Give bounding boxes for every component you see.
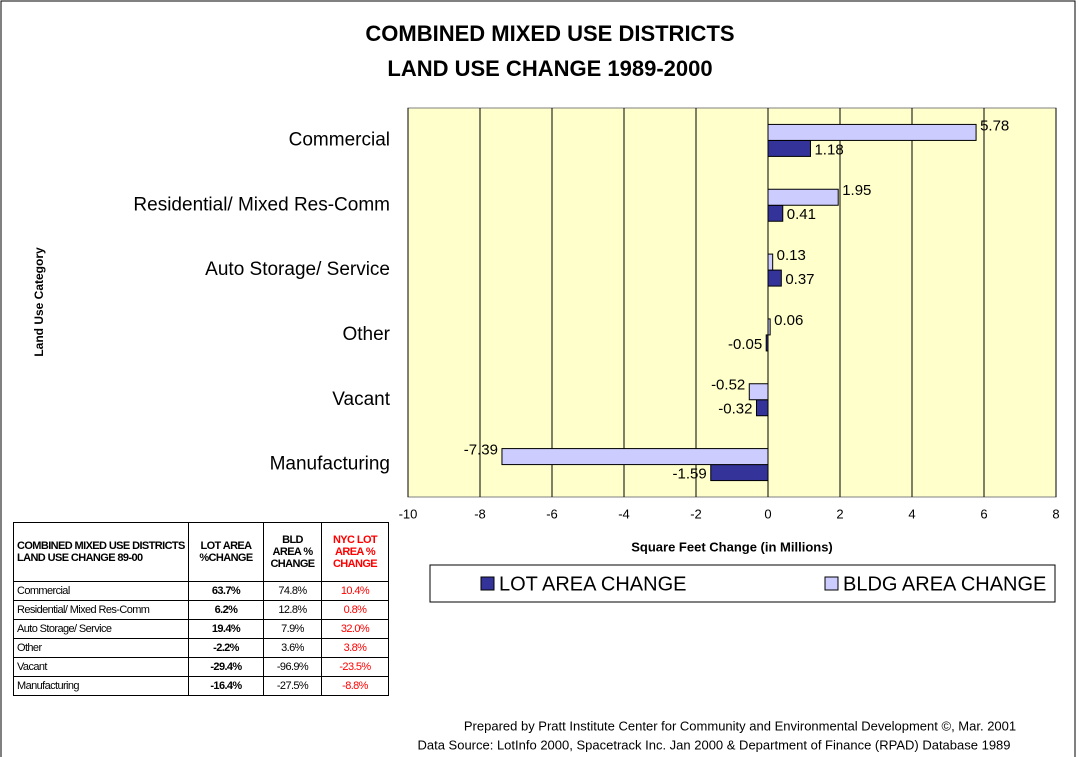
table-cell: 6.2% (188, 600, 264, 620)
table-row: COMBINED MIXED USE DISTRICTS LAND USE CH… (13, 522, 389, 582)
table-cell: 32.0% (321, 619, 389, 639)
chart-title: COMBINED MIXED USE DISTRICTS (365, 21, 734, 46)
data-label: 5.78 (980, 117, 1009, 134)
data-label: -0.52 (711, 377, 745, 394)
table-cell: 63.7% (188, 581, 264, 601)
data-label: 0.37 (785, 271, 814, 288)
bar (710, 464, 769, 482)
footer: Prepared by Pratt Institute Center for C… (464, 718, 1016, 733)
bar (767, 318, 771, 336)
legend-swatch (480, 576, 495, 591)
table-cell: Commercial (13, 581, 189, 601)
bar (767, 269, 782, 287)
data-label: 1.95 (842, 182, 871, 199)
x-tick-label: -4 (618, 506, 630, 521)
table-row: Manufacturing -16.4% -27.5% -8.8% (13, 676, 389, 696)
table-row: Auto Storage/ Service 19.4% 7.9% 32.0% (13, 619, 389, 639)
bar (767, 253, 774, 271)
chart-title: LAND USE CHANGE 1989-2000 (387, 56, 712, 81)
x-tick-label: 0 (764, 506, 771, 521)
table-cell: -2.2% (188, 638, 264, 658)
data-label: -0.05 (728, 336, 762, 353)
bar (501, 448, 769, 466)
y-tick-label: Residential/ Mixed Res-Comm (133, 194, 390, 215)
data-label: 0.06 (774, 312, 803, 329)
table-cell: -96.9% (263, 657, 322, 677)
table-cell: 74.8% (263, 581, 322, 601)
table-row: Commercial 63.7% 74.8% 10.4% (13, 581, 389, 601)
x-tick-label: 6 (980, 506, 987, 521)
x-tick-label: 8 (1052, 506, 1059, 521)
table-cell: BLD AREA % CHANGE (263, 522, 322, 582)
table-cell: 12.8% (263, 600, 322, 620)
bar (767, 204, 784, 222)
x-tick-label: 2 (836, 506, 843, 521)
x-tick-label: -2 (690, 506, 702, 521)
table-cell: 3.6% (263, 638, 322, 658)
data-label: -1.59 (673, 466, 707, 483)
data-label: 1.18 (814, 141, 843, 158)
table-row: Vacant -29.4% -96.9% -23.5% (13, 657, 389, 677)
legend-label: BLDG AREA CHANGE (843, 573, 1046, 595)
table-cell: 7.9% (263, 619, 322, 639)
table-cell: 0.8% (321, 600, 389, 620)
table-cell: Residential/ Mixed Res-Comm (13, 600, 189, 620)
bar (767, 139, 811, 157)
x-axis-label: Square Feet Change (in Millions) (631, 539, 833, 554)
y-tick-label: Manufacturing (270, 454, 390, 475)
table-cell: 10.4% (321, 581, 389, 601)
y-tick-label: Auto Storage/ Service (205, 259, 390, 280)
table-cell: -27.5% (263, 676, 322, 696)
table-cell: Auto Storage/ Service (13, 619, 189, 639)
table-cell: 19.4% (188, 619, 264, 639)
legend-swatch (824, 576, 839, 591)
y-tick-label: Other (342, 324, 390, 345)
y-tick-label: Commercial (289, 129, 390, 150)
bar (767, 123, 977, 141)
data-label: -7.39 (464, 442, 498, 459)
table-cell: COMBINED MIXED USE DISTRICTS LAND USE CH… (13, 522, 189, 582)
table-cell: Other (13, 638, 189, 658)
data-label: 0.13 (777, 247, 806, 264)
x-tick-label: -8 (474, 506, 486, 521)
legend-box (429, 564, 1056, 603)
bar (767, 188, 839, 206)
y-axis-label: Land Use Category (32, 247, 46, 357)
x-tick-label: -10 (399, 506, 418, 521)
table-cell: -8.8% (321, 676, 389, 696)
bar (755, 399, 769, 417)
table-cell: Manufacturing (13, 676, 189, 696)
table-cell: -29.4% (188, 657, 264, 677)
table-cell: LOT AREA %CHANGE (188, 522, 264, 582)
table-cell: NYC LOT AREA % CHANGE (321, 522, 389, 582)
table-cell: -16.4% (188, 676, 264, 696)
table-cell: Vacant (13, 657, 189, 677)
x-tick-label: 4 (908, 506, 915, 521)
table-cell: -23.5% (321, 657, 389, 677)
legend-label: LOT AREA CHANGE (499, 573, 686, 595)
bar (765, 334, 769, 352)
summary-table: COMBINED MIXED USE DISTRICTS LAND USE CH… (13, 522, 389, 696)
x-tick-label: -6 (546, 506, 558, 521)
data-label: -0.32 (718, 401, 752, 418)
table-row: Other -2.2% 3.6% 3.8% (13, 638, 389, 658)
table-row: Residential/ Mixed Res-Comm 6.2% 12.8% 0.8% (13, 600, 389, 620)
data-label: 0.41 (787, 206, 816, 223)
y-tick-label: Vacant (332, 389, 390, 410)
table-cell: 3.8% (321, 638, 389, 658)
plot-area (407, 107, 1057, 498)
footer: Data Source: LotInfo 2000, Spacetrack In… (417, 737, 1010, 752)
bar (748, 383, 769, 401)
